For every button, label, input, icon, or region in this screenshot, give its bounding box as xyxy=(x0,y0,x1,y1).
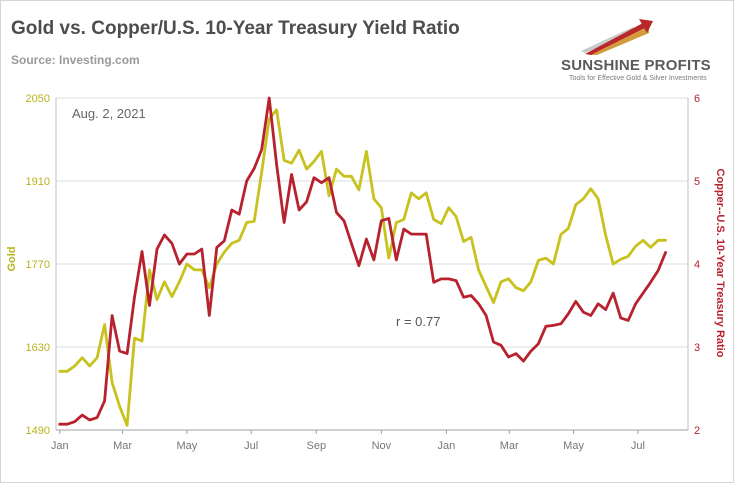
x-tick-label: Sep xyxy=(306,440,326,452)
axes xyxy=(55,98,689,434)
x-tick-label: Jul xyxy=(244,440,258,452)
series-lines xyxy=(58,96,667,427)
date-annotation: Aug. 2, 2021 xyxy=(72,106,146,121)
ratio-series-line xyxy=(58,96,667,426)
ratio-axis-title: Copper--U.S. 10-Year Treasury Ratio xyxy=(714,169,726,358)
x-tick-label: May xyxy=(563,440,584,452)
correlation-annotation: r = 0.77 xyxy=(396,314,440,329)
ratio-tick-label: 2 xyxy=(694,425,700,437)
x-tick-label: Jul xyxy=(631,440,645,452)
logo-arrow-icon xyxy=(581,19,653,55)
ratio-tick-label: 5 xyxy=(694,176,700,188)
x-tick-label: May xyxy=(176,440,197,452)
x-tick-label: Nov xyxy=(372,440,392,452)
x-tick-label: Mar xyxy=(113,440,132,452)
sunshine-profits-logo: SUNSHINE PROFITS Tools for Effective Gol… xyxy=(561,17,719,82)
gold-tick-label: 1770 xyxy=(26,259,50,271)
x-tick-label: Jan xyxy=(51,440,69,452)
ratio-tick-label: 3 xyxy=(694,342,700,354)
x-tick-label: Jan xyxy=(438,440,456,452)
ratio-tick-label: 6 xyxy=(694,93,700,105)
ratio-tick-label: 4 xyxy=(694,259,700,271)
chart-source: Source: Investing.com xyxy=(11,53,140,67)
x-tick-label: Mar xyxy=(500,440,519,452)
logo-tagline: Tools for Effective Gold & Silver Invest… xyxy=(569,75,707,82)
logo-brand: SUNSHINE PROFITS xyxy=(561,57,711,74)
gold-axis-title: Gold xyxy=(6,246,18,271)
gold-tick-label: 2050 xyxy=(26,93,50,105)
gold-series-line xyxy=(58,108,667,427)
gold-tick-label: 1630 xyxy=(26,342,50,354)
chart-title: Gold vs. Copper/U.S. 10-Year Treasury Yi… xyxy=(11,18,460,39)
axis-labels: 1490 1630 1770 1910 2050 2 3 4 5 6 Jan Mar May Jul Sep… xyxy=(26,93,701,452)
gold-tick-label: 1910 xyxy=(26,176,50,188)
gold-tick-label: 1490 xyxy=(26,425,50,437)
